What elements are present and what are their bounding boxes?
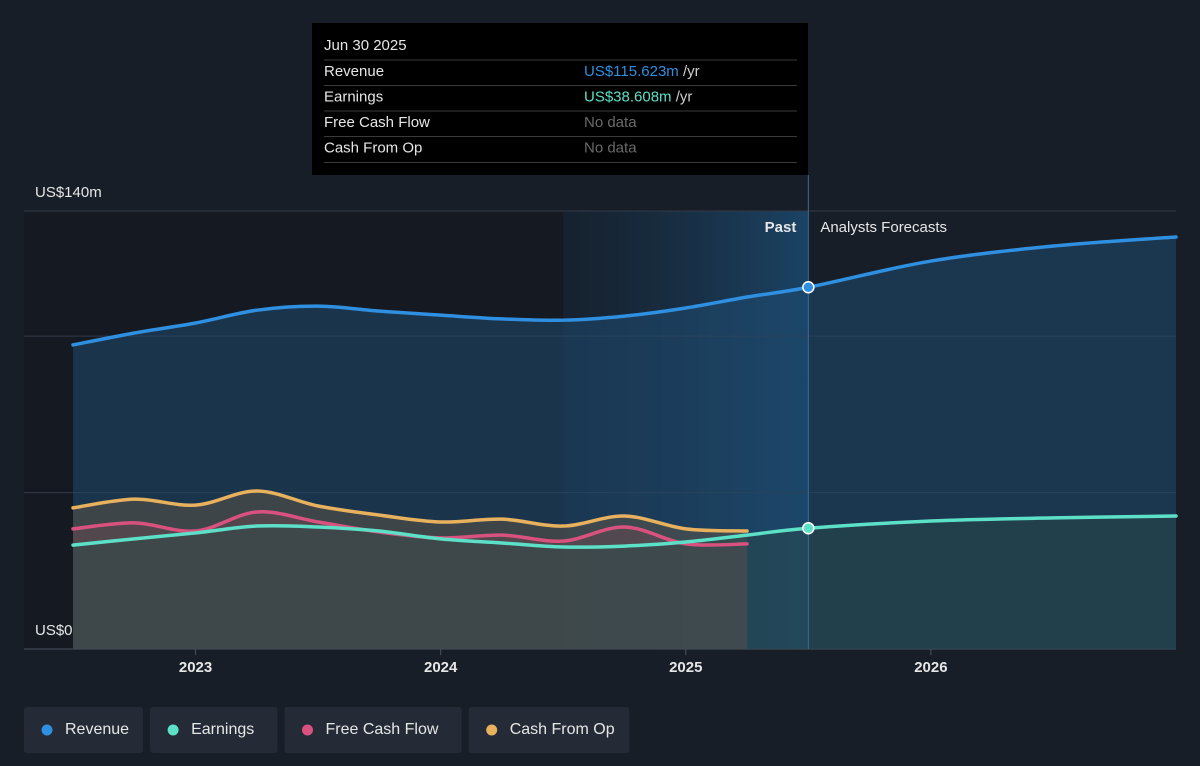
x-tick-label: 2023 <box>179 659 212 676</box>
legend-label: Earnings <box>191 721 254 738</box>
legend-button[interactable] <box>468 707 630 753</box>
tooltip-value-text: No data <box>584 114 637 131</box>
legend-button[interactable] <box>24 707 144 753</box>
legend-item[interactable]: Earnings <box>150 707 278 753</box>
legend: Revenue Earnings Free Cash Flow Cash From O… <box>24 707 630 753</box>
tooltip-unit: /yr <box>683 63 700 80</box>
tooltip-value-text: US$38.608m <box>584 88 672 105</box>
tooltip-value-text: No data <box>584 139 637 156</box>
x-tick-label: 2025 <box>669 659 702 676</box>
legend-label: Free Cash Flow <box>326 721 439 738</box>
legend-swatch <box>486 724 498 736</box>
legend-item[interactable]: Free Cash Flow <box>284 707 462 753</box>
x-tick-label: 2026 <box>914 659 947 676</box>
legend-item[interactable]: Revenue <box>24 707 144 753</box>
tooltip-value: US$115.623m /yr <box>584 63 700 80</box>
tooltip-label: Cash From Op <box>324 139 422 156</box>
series-line <box>71 235 1178 347</box>
tooltip-label: Revenue <box>324 63 384 80</box>
legend-swatch <box>167 724 179 736</box>
past-label: Past <box>765 219 797 236</box>
tooltip-title: Jun 30 2025 <box>324 37 407 54</box>
y-tick-label: US$140m <box>35 184 102 201</box>
legend-button[interactable] <box>150 707 278 753</box>
tooltip-box <box>312 23 808 175</box>
legend-button[interactable] <box>284 707 462 753</box>
tooltip: Jun 30 2025 Revenue US$115.623m /yr Earning… <box>312 23 808 175</box>
series-area <box>73 516 1177 649</box>
plot: US$0 US$140m Past Analysts Forecasts 2023 202… <box>24 175 1178 676</box>
tooltip-label: Free Cash Flow <box>324 114 430 131</box>
legend-item[interactable]: Cash From Op <box>468 707 630 753</box>
tooltip-value: US$38.608m /yr <box>584 88 692 105</box>
legend-swatch <box>302 724 313 736</box>
hover-point <box>802 281 815 294</box>
tooltip-unit: /yr <box>676 88 693 105</box>
tooltip-value: No data <box>584 114 637 131</box>
x-tick-label: 2024 <box>424 659 458 676</box>
tooltip-label: Earnings <box>324 88 383 105</box>
y-tick-label: US$0 <box>35 622 73 639</box>
series-line <box>71 514 1178 549</box>
tooltip-value: No data <box>584 139 637 156</box>
forecast-label: Analysts Forecasts <box>820 219 947 236</box>
legend-label: Revenue <box>65 721 129 738</box>
hover-point <box>802 521 815 535</box>
series-line <box>71 489 749 533</box>
tooltip-value-text: US$115.623m <box>584 63 679 80</box>
legend-swatch <box>41 724 53 736</box>
legend-label: Cash From Op <box>510 721 615 738</box>
